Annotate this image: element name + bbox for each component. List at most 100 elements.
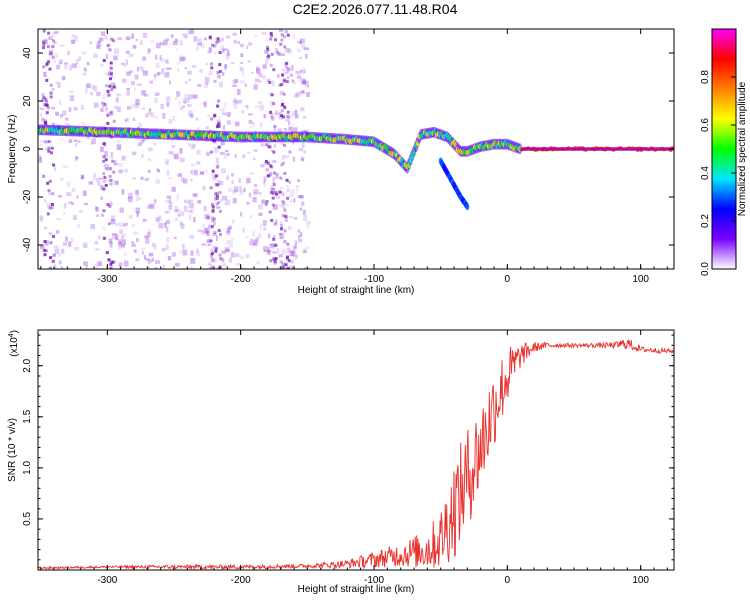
noise-speck (168, 43, 173, 46)
noise-speck (278, 190, 282, 194)
noise-speck (77, 223, 80, 229)
noise-speck (197, 127, 200, 131)
noise-speck (115, 234, 119, 240)
noise-speck (52, 234, 55, 238)
noise-speck (295, 185, 299, 188)
noise-speck (225, 53, 230, 60)
noise-speck (60, 178, 64, 181)
noise-speck (164, 210, 168, 214)
noise-speck (266, 161, 270, 165)
noise-speck (155, 62, 160, 68)
noise-speck (267, 174, 271, 178)
noise-speck (43, 253, 47, 257)
noise-speck (296, 188, 299, 193)
noise-speck (189, 113, 194, 118)
y-tick-label: 0 (22, 146, 33, 152)
noise-speck (269, 37, 273, 41)
noise-speck (184, 67, 187, 70)
noise-speck (297, 41, 301, 44)
noise-speck (119, 207, 124, 213)
noise-speck (277, 74, 280, 78)
noise-speck (54, 81, 59, 84)
noise-speck (116, 144, 122, 151)
noise-speck (135, 99, 140, 105)
noise-speck (112, 170, 116, 174)
noise-speck (66, 181, 71, 188)
noise-speck (252, 230, 255, 237)
noise-speck (247, 60, 251, 63)
noise-speck (46, 203, 52, 208)
noise-speck (82, 242, 88, 249)
noise-speck (134, 74, 139, 80)
noise-speck (273, 144, 277, 148)
noise-speck (71, 39, 75, 44)
noise-speck (64, 63, 68, 70)
noise-speck (112, 260, 117, 263)
noise-speck (291, 64, 294, 71)
noise-speck (166, 102, 170, 107)
noise-speck (39, 215, 44, 222)
noise-speck (218, 51, 222, 55)
noise-speck (175, 209, 180, 213)
noise-speck (212, 173, 216, 179)
noise-speck (75, 59, 79, 65)
noise-speck (224, 64, 227, 70)
x-tick-label: 0 (505, 274, 511, 285)
noise-speck (77, 140, 81, 143)
noise-speck (213, 113, 217, 117)
noise-speck (115, 181, 119, 185)
noise-speck (243, 187, 246, 193)
noise-speck (144, 93, 149, 97)
noise-speck (256, 66, 259, 71)
noise-speck (139, 66, 143, 70)
noise-speck (290, 250, 296, 257)
noise-speck (215, 164, 219, 168)
noise-speck (216, 183, 220, 187)
noise-speck (275, 109, 279, 115)
noise-speck (235, 78, 239, 84)
noise-speck (237, 41, 240, 45)
noise-speck (286, 33, 290, 37)
noise-speck (46, 212, 50, 216)
noise-speck (109, 178, 113, 182)
noise-speck (96, 43, 100, 49)
noise-speck (284, 155, 289, 158)
noise-speck (146, 231, 151, 238)
noise-speck (106, 113, 110, 117)
noise-speck (232, 100, 238, 106)
colorbar: 0.0 0.2 0.4 0.6 0.8 Normalized spectral ampl… (700, 28, 748, 276)
noise-speck (283, 208, 287, 212)
noise-speck (107, 222, 111, 226)
noise-speck (221, 72, 225, 76)
noise-speck (168, 119, 173, 124)
noise-speck (179, 106, 184, 111)
noise-speck (228, 187, 233, 192)
noise-speck (228, 257, 232, 263)
noise-speck (211, 169, 215, 173)
noise-speck (234, 154, 237, 159)
noise-speck (68, 241, 72, 247)
noise-speck (121, 156, 126, 161)
noise-speck (147, 52, 151, 55)
noise-speck (168, 177, 172, 180)
noise-speck (248, 113, 253, 116)
spectrogram-content (38, 29, 674, 269)
noise-speck (255, 237, 259, 243)
noise-speck (282, 35, 286, 39)
noise-speck (187, 104, 192, 107)
noise-speck (265, 50, 269, 54)
noise-speck (221, 250, 226, 254)
noise-speck (272, 183, 276, 186)
noise-speck (302, 209, 306, 215)
noise-speck (100, 146, 104, 152)
noise-speck (44, 97, 48, 101)
noise-speck (287, 247, 291, 253)
noise-speck (275, 192, 278, 196)
noise-speck (53, 166, 56, 172)
noise-speck (42, 46, 45, 50)
noise-speck (283, 45, 287, 49)
noise-speck (62, 110, 67, 116)
noise-speck (135, 38, 139, 41)
noise-speck (300, 69, 303, 73)
